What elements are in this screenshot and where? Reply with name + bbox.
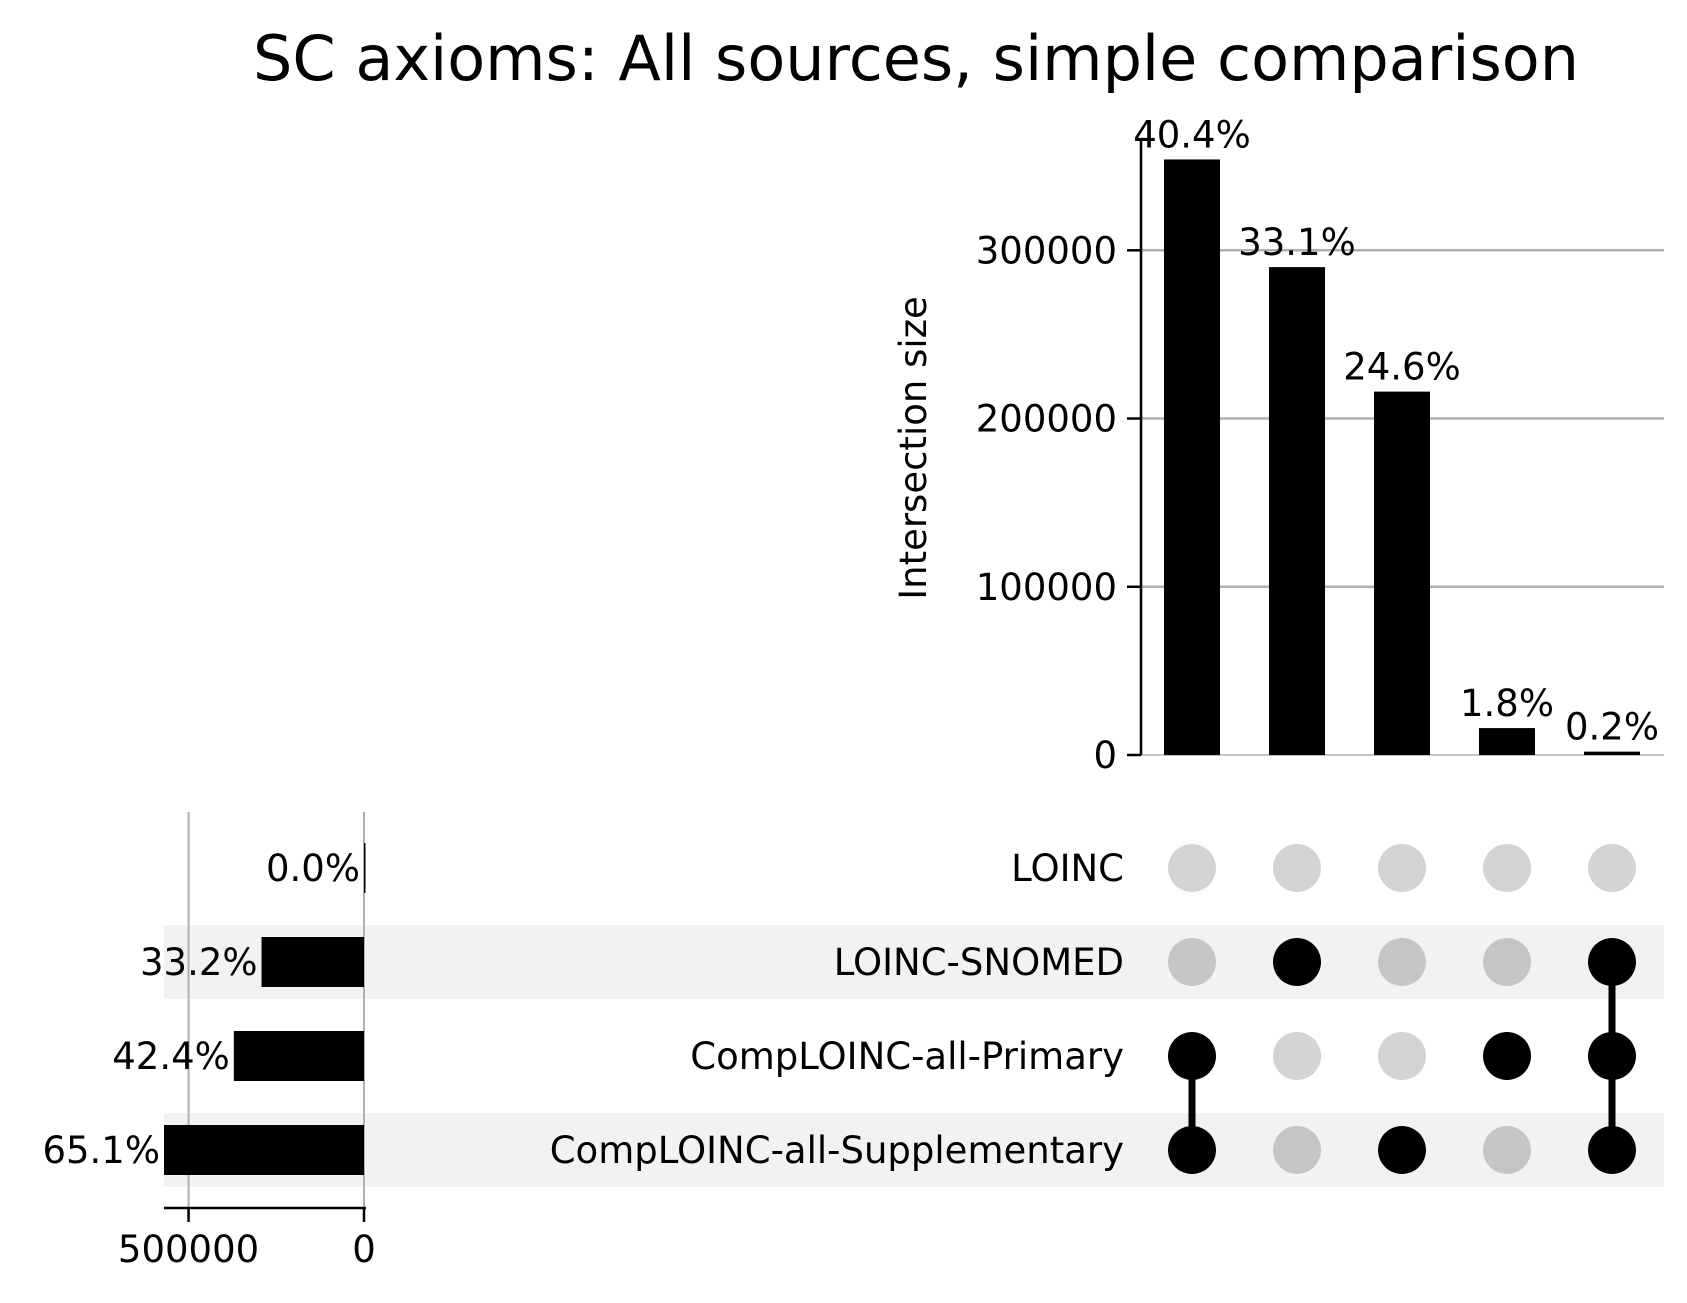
matrix-dot-inactive xyxy=(1273,1032,1321,1080)
matrix-dot-active xyxy=(1588,938,1636,986)
intersection-bar xyxy=(1269,267,1325,755)
matrix-dot-active xyxy=(1168,1032,1216,1080)
set-size-label: 42.4% xyxy=(112,1035,230,1078)
intersection-bar xyxy=(1479,728,1535,755)
matrix-dot-inactive xyxy=(1483,1126,1531,1174)
matrix-dot-inactive xyxy=(1273,844,1321,892)
matrix-dot-inactive xyxy=(1378,844,1426,892)
intersection-axis: Intersection size 0 100000 200000 300000 xyxy=(892,138,1143,777)
intersection-bar-label: 0.2% xyxy=(1565,706,1659,749)
intersection-bar-label: 24.6% xyxy=(1343,346,1461,389)
matrix-dot-active xyxy=(1588,1032,1636,1080)
set-size-label: 0.0% xyxy=(266,847,360,890)
y-tick-label: 200000 xyxy=(976,398,1117,441)
intersection-bar xyxy=(1584,751,1640,755)
membership-matrix xyxy=(1168,844,1636,1174)
chart-title: SC axioms: All sources, simple compariso… xyxy=(253,22,1579,95)
matrix-dot-inactive xyxy=(1588,844,1636,892)
y-tick-label: 300000 xyxy=(976,229,1117,272)
matrix-dot-inactive xyxy=(1378,1032,1426,1080)
matrix-dot-inactive xyxy=(1483,938,1531,986)
set-size-bar xyxy=(233,1031,364,1081)
matrix-dot-active xyxy=(1588,1126,1636,1174)
matrix-dot-active xyxy=(1483,1032,1531,1080)
set-size-label: 65.1% xyxy=(42,1129,160,1172)
set-label: LOINC-SNOMED xyxy=(834,941,1124,984)
set-label: LOINC xyxy=(1011,847,1124,890)
matrix-dot-inactive xyxy=(1273,1126,1321,1174)
y-tick-label: 0 xyxy=(1093,734,1117,777)
intersection-bar xyxy=(1374,391,1430,755)
set-size-bars: 0.0% 33.2% 42.4% 65.1% xyxy=(42,843,366,1175)
intersection-axis-label: Intersection size xyxy=(892,296,935,600)
set-label: CompLOINC-all-Supplementary xyxy=(550,1129,1124,1172)
matrix-dot-active xyxy=(1273,938,1321,986)
matrix-dot-active xyxy=(1168,1126,1216,1174)
set-size-label: 33.2% xyxy=(140,941,258,984)
set-size-bar xyxy=(164,1125,364,1175)
set-size-axis: 500000 0 xyxy=(118,1206,376,1271)
y-tick-label: 100000 xyxy=(976,566,1117,609)
intersection-bar-label: 40.4% xyxy=(1133,113,1251,156)
x-tick-label: 0 xyxy=(352,1228,376,1271)
intersection-bar-label: 1.8% xyxy=(1460,682,1554,725)
set-labels: LOINC LOINC-SNOMED CompLOINC-all-Primary Co… xyxy=(550,847,1124,1172)
matrix-dot-inactive xyxy=(1378,938,1426,986)
intersection-bar xyxy=(1164,159,1220,755)
matrix-dot-inactive xyxy=(1168,938,1216,986)
set-size-bar xyxy=(261,937,364,987)
matrix-dot-active xyxy=(1378,1126,1426,1174)
set-size-bar xyxy=(364,843,366,893)
matrix-dot-inactive xyxy=(1168,844,1216,892)
intersection-bar-label: 33.1% xyxy=(1238,221,1356,264)
matrix-dot-inactive xyxy=(1483,844,1531,892)
x-tick-label: 500000 xyxy=(118,1228,259,1271)
set-label: CompLOINC-all-Primary xyxy=(690,1035,1124,1078)
intersection-bars: 40.4% 33.1% 24.6% 1.8% 0.2% xyxy=(1133,113,1659,755)
